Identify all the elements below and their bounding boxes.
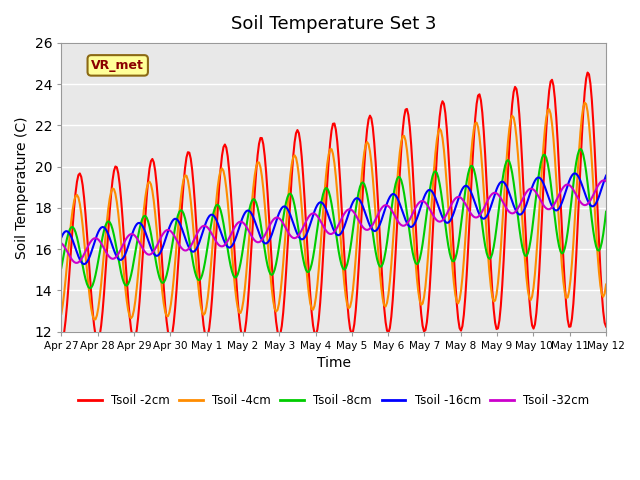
- Tsoil -16cm: [80, 261, 88, 267]
- Tsoil -2cm: [338, 202, 346, 208]
- Tsoil -16cm: [95, 229, 102, 235]
- X-axis label: Time: Time: [317, 356, 351, 370]
- Tsoil -2cm: [58, 339, 65, 345]
- Tsoil -8cm: [86, 286, 93, 291]
- Tsoil -8cm: [339, 265, 347, 271]
- Tsoil -32cm: [339, 213, 347, 219]
- Tsoil -32cm: [447, 203, 455, 208]
- Tsoil -4cm: [95, 305, 102, 311]
- Tsoil -16cm: [76, 257, 84, 263]
- Tsoil -32cm: [528, 186, 536, 192]
- Tsoil -8cm: [95, 257, 102, 263]
- Tsoil -4cm: [76, 201, 84, 207]
- Tsoil -16cm: [339, 227, 347, 233]
- Line: Tsoil -4cm: Tsoil -4cm: [61, 103, 606, 319]
- Tsoil -8cm: [601, 221, 609, 227]
- Tsoil -32cm: [95, 237, 102, 242]
- Line: Tsoil -32cm: Tsoil -32cm: [61, 180, 606, 263]
- Tsoil -8cm: [577, 146, 584, 152]
- Tsoil -4cm: [602, 282, 610, 288]
- Tsoil -4cm: [339, 265, 347, 271]
- Tsoil -16cm: [528, 184, 536, 190]
- Tsoil -4cm: [58, 311, 65, 317]
- Title: Soil Temperature Set 3: Soil Temperature Set 3: [231, 15, 436, 33]
- Tsoil -2cm: [527, 312, 534, 318]
- Tsoil -8cm: [528, 227, 536, 233]
- Text: VR_met: VR_met: [92, 59, 144, 72]
- Tsoil -16cm: [571, 170, 579, 176]
- Tsoil -2cm: [446, 171, 454, 177]
- Tsoil -2cm: [76, 170, 84, 176]
- Tsoil -4cm: [601, 291, 609, 297]
- Tsoil -2cm: [602, 324, 610, 329]
- Line: Tsoil -2cm: Tsoil -2cm: [61, 72, 606, 342]
- Tsoil -8cm: [76, 248, 84, 253]
- Tsoil -32cm: [602, 179, 610, 184]
- Line: Tsoil -16cm: Tsoil -16cm: [61, 173, 606, 264]
- Tsoil -2cm: [600, 309, 607, 314]
- Y-axis label: Soil Temperature (C): Soil Temperature (C): [15, 116, 29, 259]
- Tsoil -4cm: [581, 100, 589, 106]
- Tsoil -32cm: [601, 178, 609, 183]
- Tsoil -32cm: [77, 256, 85, 262]
- Tsoil -8cm: [602, 209, 610, 215]
- Tsoil -16cm: [58, 235, 65, 240]
- Tsoil -2cm: [584, 70, 591, 75]
- Tsoil -32cm: [73, 260, 81, 266]
- Tsoil -16cm: [602, 173, 610, 179]
- Tsoil -16cm: [601, 177, 609, 182]
- Tsoil -4cm: [528, 294, 536, 300]
- Tsoil -8cm: [447, 255, 455, 261]
- Line: Tsoil -8cm: Tsoil -8cm: [61, 149, 606, 288]
- Tsoil -4cm: [90, 316, 98, 322]
- Tsoil -2cm: [93, 337, 100, 343]
- Tsoil -32cm: [600, 178, 607, 183]
- Tsoil -16cm: [447, 216, 455, 222]
- Tsoil -32cm: [58, 240, 65, 246]
- Tsoil -8cm: [58, 265, 65, 271]
- Tsoil -4cm: [447, 245, 455, 251]
- Legend: Tsoil -2cm, Tsoil -4cm, Tsoil -8cm, Tsoil -16cm, Tsoil -32cm: Tsoil -2cm, Tsoil -4cm, Tsoil -8cm, Tsoi…: [73, 390, 594, 412]
